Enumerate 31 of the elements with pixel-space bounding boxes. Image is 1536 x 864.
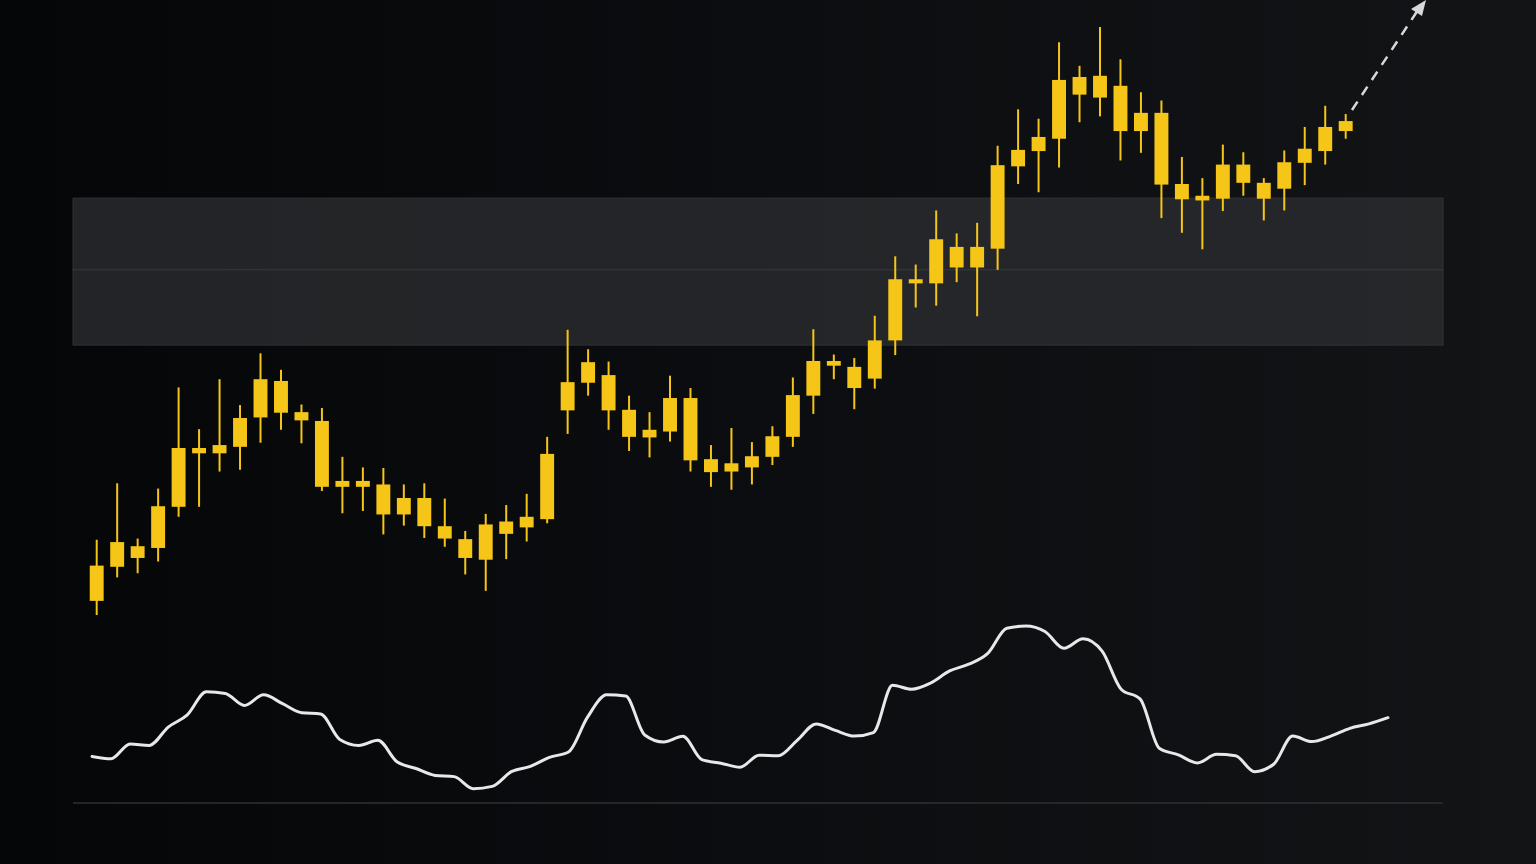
candlestick — [294, 403, 309, 445]
candlestick — [1133, 91, 1148, 154]
candlestick — [1338, 113, 1353, 140]
candlestick — [519, 492, 534, 543]
candlestick — [908, 263, 923, 309]
candlestick — [724, 427, 739, 491]
candlestick — [847, 357, 862, 411]
candlestick — [1072, 64, 1087, 124]
candlestick — [335, 455, 350, 515]
candlestick — [765, 425, 780, 467]
candlestick — [581, 348, 596, 397]
candlestick — [949, 232, 964, 284]
candlestick — [192, 428, 207, 508]
candlestick — [396, 483, 411, 527]
candlestick — [130, 537, 145, 575]
candlestick — [212, 378, 227, 473]
candlestick — [826, 353, 841, 381]
candlestick — [458, 529, 473, 576]
candlestick — [437, 497, 452, 548]
candlestick — [1011, 108, 1026, 185]
candlestick — [1031, 117, 1046, 194]
candlestick — [355, 466, 370, 512]
candlestick — [1093, 26, 1107, 118]
candlestick — [970, 221, 985, 318]
candlestick — [1256, 177, 1271, 222]
candlestick — [1297, 125, 1312, 187]
candlestick — [744, 441, 759, 486]
candlestick — [704, 444, 718, 488]
candlestick — [1236, 151, 1251, 197]
candlestick — [1174, 155, 1189, 234]
candlestick — [499, 504, 514, 561]
